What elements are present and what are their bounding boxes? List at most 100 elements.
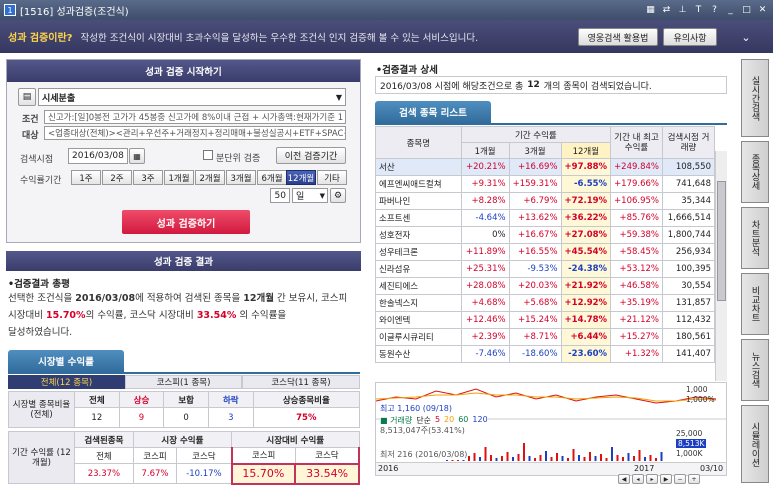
split-checkbox[interactable] <box>203 150 213 160</box>
table-row[interactable]: 성호전자 0% +16.67% +27.08% +59.38% 1,800,744 <box>375 226 715 244</box>
nav-last-icon[interactable]: ▶ <box>660 474 672 484</box>
subtab-kosdaq[interactable]: 코스닥(11 종목) <box>242 375 360 389</box>
period-2w[interactable]: 2주 <box>102 170 132 185</box>
run-verification-button[interactable]: 성과 검증하기 <box>122 210 250 234</box>
sh-kospi2: 코스피 <box>230 447 296 464</box>
v-ratio: 75% <box>252 407 361 428</box>
days-unit-select[interactable]: 일 ▼ <box>292 188 328 203</box>
cell-max: +15.27% <box>610 328 664 346</box>
period-3w[interactable]: 3주 <box>133 170 163 185</box>
cell-name: 에프엔씨애드컬쳐 <box>375 175 462 193</box>
notice-button[interactable]: 유의사항 <box>663 28 717 46</box>
cell-name: 성호전자 <box>375 226 462 244</box>
return-row-label: 기간 수익률 (12개월) <box>8 431 75 484</box>
cell-vol: 131,857 <box>662 294 715 312</box>
volume-bar <box>550 457 553 461</box>
table-row[interactable]: 소프트센 -4.64% +13.62% +36.22% +85.76% 1,666,514 <box>375 209 715 227</box>
settings-gear-icon[interactable]: ⚙ <box>330 188 346 203</box>
collapse-chevron-icon[interactable]: ⌄ <box>741 30 751 44</box>
subtab-all[interactable]: 전체(12 종목) <box>8 375 125 389</box>
period-1m[interactable]: 1개월 <box>164 170 194 185</box>
nav-prev-icon[interactable]: ◂ <box>632 474 644 484</box>
table-row[interactable]: 세진티에스 +28.08% +20.03% +21.92% +46.58% 30,554 <box>375 277 715 295</box>
table-row[interactable]: 와이엔텍 +12.46% +15.24% +14.78% +21.12% 112,432 <box>375 311 715 329</box>
guide-button[interactable]: 영웅검색 활용법 <box>578 28 658 46</box>
table-row[interactable]: 성우테크론 +11.89% +16.55% +45.54% +58.45% 256,934 <box>375 243 715 261</box>
period-2m[interactable]: 2개월 <box>195 170 225 185</box>
minimize-icon[interactable]: _ <box>728 5 733 15</box>
cell-m12: +45.54% <box>560 243 612 261</box>
help-icon[interactable]: ? <box>712 5 717 15</box>
cell-max: +85.76% <box>610 209 664 227</box>
side-tab-realtime[interactable]: 실시간검색 <box>741 59 769 137</box>
table-row[interactable]: 서산 +20.21% +16.69% +97.88% +249.84% 108,550 <box>375 158 715 176</box>
scrollbar-thumb[interactable] <box>717 181 726 301</box>
sh-kospi: 코스피 <box>132 447 178 464</box>
cell-m3: -18.60% <box>508 345 562 363</box>
list-scrollbar[interactable] <box>715 151 727 381</box>
cell-max: +53.12% <box>610 260 664 278</box>
table-row[interactable]: 파버나인 +8.28% +6.79% +72.19% +106.95% 35,344 <box>375 192 715 210</box>
nav-next-icon[interactable]: ▸ <box>646 474 658 484</box>
tab-stock-list[interactable]: 검색 종목 리스트 <box>375 101 491 123</box>
detail-title: •검증결과 상세 <box>376 65 438 76</box>
condition-select[interactable]: 시세분출 ▼ <box>38 88 346 106</box>
volume-bar <box>583 457 586 461</box>
days-input[interactable]: 50 <box>270 188 290 203</box>
cell-m12: +12.92% <box>560 294 612 312</box>
side-tab-simulation[interactable]: 시뮬레이션 <box>741 405 769 483</box>
cell-max: +106.95% <box>610 192 664 210</box>
cell-m3: +20.03% <box>508 277 562 295</box>
cell-m3: +15.24% <box>508 311 562 329</box>
table-row[interactable]: 신라섬유 +25.31% -9.53% -24.38% +53.12% 100,395 <box>375 260 715 278</box>
folder-icon[interactable]: ▤ <box>18 88 36 106</box>
cell-m1: +11.89% <box>460 243 510 261</box>
period-6m[interactable]: 6개월 <box>257 170 287 185</box>
period-12m[interactable]: 12개월 <box>286 170 316 185</box>
volume-bar <box>506 452 509 461</box>
cell-m12: -23.60% <box>560 345 612 363</box>
volume-bar <box>638 450 641 461</box>
volume-bar <box>539 455 542 461</box>
close-icon[interactable]: ✕ <box>758 5 767 15</box>
start-header: 성과 검증 시작하기 <box>7 60 360 82</box>
side-tab-chart[interactable]: 차트분석 <box>741 207 769 269</box>
side-tab-stock-detail[interactable]: 종목상세 <box>741 141 769 203</box>
period-label: 수익률기간 <box>20 176 62 186</box>
side-tab-news[interactable]: 뉴스검색 <box>741 339 769 401</box>
pin-icon[interactable]: ⊥ <box>678 5 687 15</box>
period-1w[interactable]: 1주 <box>71 170 101 185</box>
search-date-input[interactable]: 2016/03/08 <box>68 148 128 164</box>
zoom-out-icon[interactable]: − <box>674 474 686 484</box>
table-row[interactable]: 이글루시큐리티 +2.39% +8.71% +6.44% +15.27% 180,561 <box>375 328 715 346</box>
chart-axis-1: 25,000 <box>676 429 703 438</box>
cell-m12: +36.22% <box>560 209 612 227</box>
volume-bar <box>556 453 558 461</box>
subtab-kospi[interactable]: 코스피(1 종목) <box>125 375 242 389</box>
table-row[interactable]: 동원수산 -7.46% -18.60% -23.60% +1.32% 141,407 <box>375 345 715 363</box>
volume-bar <box>589 452 591 461</box>
cell-m3: +16.69% <box>508 158 562 176</box>
maximize-icon[interactable]: □ <box>742 5 751 15</box>
calendar-icon[interactable]: ▦ <box>129 148 145 164</box>
side-tab-compare[interactable]: 비교차트 <box>741 273 769 335</box>
cell-name: 파버나인 <box>375 192 462 210</box>
font-icon[interactable]: T <box>695 5 702 15</box>
period-other[interactable]: 기타 <box>317 170 347 185</box>
cell-m1: +25.31% <box>460 260 510 278</box>
detail-summary-line: 2016/03/08 시점에 해당조건으로 총 12 개의 종목이 검색되었습니… <box>375 76 727 94</box>
period-3m[interactable]: 3개월 <box>226 170 256 185</box>
cell-vol: 30,554 <box>662 277 715 295</box>
table-row[interactable]: 한솔넥스지 +4.68% +5.68% +12.92% +35.19% 131,857 <box>375 294 715 312</box>
volume-bar <box>605 458 608 461</box>
chart-nav-controls: ◀ ◂ ▸ ▶ − + <box>618 474 726 484</box>
table-row[interactable]: 에프엔씨애드컬쳐 +9.31% +159.31% -6.55% +179.66% 741,… <box>375 175 715 193</box>
nav-first-icon[interactable]: ◀ <box>618 474 630 484</box>
prev-period-button[interactable]: 이전 검증기간 <box>276 147 346 164</box>
grid-icon[interactable]: ▦ <box>646 5 655 15</box>
volume-bar <box>468 456 470 461</box>
v-down: 3 <box>207 407 254 428</box>
zoom-in-icon[interactable]: + <box>688 474 700 484</box>
link-icon[interactable]: ⇄ <box>662 5 671 15</box>
tab-market-returns[interactable]: 시장별 수익률 <box>8 350 124 372</box>
